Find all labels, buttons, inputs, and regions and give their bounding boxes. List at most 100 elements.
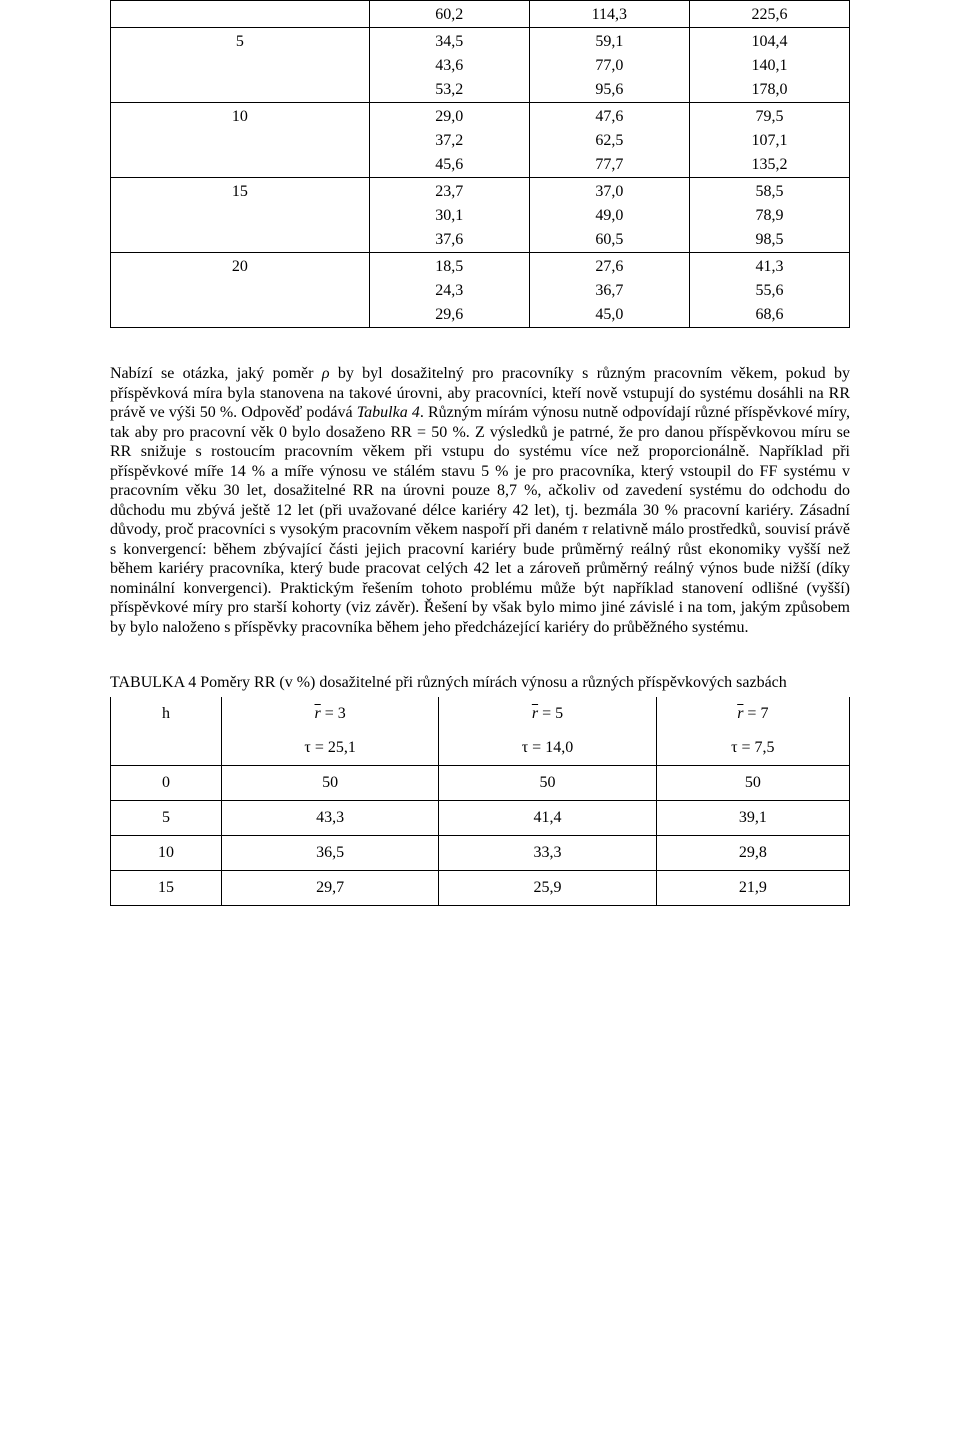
table4-header-row: hr = 3r = 5r = 7 — [111, 697, 850, 731]
cell: 79,5107,1135,2 — [689, 103, 849, 178]
table-ref: Tabulka 4 — [357, 404, 420, 421]
table-row: 1036,533,329,8 — [111, 835, 850, 870]
cell-value: 18,5 — [380, 255, 519, 279]
text: . Různým mírám výnosu nutně odpovídají r… — [110, 404, 850, 538]
row-label: 15 — [111, 178, 370, 253]
cell-value: 60,5 — [540, 228, 679, 252]
cell-value: 45,0 — [540, 303, 679, 327]
cell: 27,636,745,0 — [529, 253, 689, 328]
table-row: 2018,524,329,627,636,745,041,355,668,6 — [111, 253, 850, 328]
cell-value: 27,6 — [540, 255, 679, 279]
cell-h: 0 — [111, 765, 222, 800]
cell-value: 45,6 — [380, 153, 519, 177]
rho-symbol: ρ — [322, 365, 330, 382]
cell-value: 43,3 — [221, 800, 438, 835]
col-r-header: r = 7 — [656, 697, 849, 731]
cell: 60,2 — [369, 1, 529, 28]
row-label — [111, 1, 370, 28]
cell: 59,177,095,6 — [529, 28, 689, 103]
cell-value: 104,4 — [700, 30, 839, 54]
cell-value: 50 — [221, 765, 438, 800]
cell: 225,6 — [689, 1, 849, 28]
cell: 34,543,653,2 — [369, 28, 529, 103]
cell-value: 24,3 — [380, 279, 519, 303]
cell-value: 41,4 — [439, 800, 656, 835]
cell-value: 23,7 — [380, 180, 519, 204]
cell-value: 37,6 — [380, 228, 519, 252]
cell-value: 43,6 — [380, 54, 519, 78]
cell-value: 21,9 — [656, 870, 849, 905]
cell-value: 29,8 — [656, 835, 849, 870]
col-r-header: r = 5 — [439, 697, 656, 731]
col-h-label: h — [111, 697, 222, 731]
cell-value: 53,2 — [380, 78, 519, 102]
cell-value: 78,9 — [700, 204, 839, 228]
cell-value: 36,5 — [221, 835, 438, 870]
cell-value: 29,0 — [380, 105, 519, 129]
row-label: 20 — [111, 253, 370, 328]
cell: 114,3 — [529, 1, 689, 28]
table-row: 1529,725,921,9 — [111, 870, 850, 905]
cell-value: 77,0 — [540, 54, 679, 78]
cell: 29,037,245,6 — [369, 103, 529, 178]
cell-value: 140,1 — [700, 54, 839, 78]
cell-value: 34,5 — [380, 30, 519, 54]
cell-value: 107,1 — [700, 129, 839, 153]
table-row: 534,543,653,259,177,095,6104,4140,1178,0 — [111, 28, 850, 103]
text: Nabízí se otázka, jaký poměr — [110, 365, 322, 382]
cell: 37,049,060,5 — [529, 178, 689, 253]
table4-caption: TABULKA 4 Poměry RR (v %) dosažitelné př… — [110, 673, 850, 693]
cell: 58,578,998,5 — [689, 178, 849, 253]
cell-value: 36,7 — [540, 279, 679, 303]
cell-value: 55,6 — [700, 279, 839, 303]
cell-value: 68,6 — [700, 303, 839, 327]
col-h-label-blank — [111, 731, 222, 766]
cell: 23,730,137,6 — [369, 178, 529, 253]
cell-value: 59,1 — [540, 30, 679, 54]
cell-value: 37,0 — [540, 180, 679, 204]
row-label: 5 — [111, 28, 370, 103]
table4-header-row: τ = 25,1τ = 14,0τ = 7,5 — [111, 731, 850, 766]
cell-value: 178,0 — [700, 78, 839, 102]
cell-value: 41,3 — [700, 255, 839, 279]
text: relativně málo prostředků, souvisí právě… — [110, 521, 850, 636]
cell: 18,524,329,6 — [369, 253, 529, 328]
cell-value: 114,3 — [540, 3, 679, 27]
table4: hr = 3r = 5r = 7 τ = 25,1τ = 14,0τ = 7,5… — [110, 697, 850, 906]
cell-h: 10 — [111, 835, 222, 870]
body-paragraph: Nabízí se otázka, jaký poměr ρ by byl do… — [110, 364, 850, 637]
table-row: 60,2 114,3 225,6 — [111, 1, 850, 28]
cell-h: 5 — [111, 800, 222, 835]
cell-value: 225,6 — [700, 3, 839, 27]
cell-value: 95,6 — [540, 78, 679, 102]
cell-value: 50 — [439, 765, 656, 800]
cell-value: 37,2 — [380, 129, 519, 153]
cell-value: 60,2 — [380, 3, 519, 27]
table-row: 1029,037,245,647,662,577,779,5107,1135,2 — [111, 103, 850, 178]
cell-value: 29,6 — [380, 303, 519, 327]
col-tau-header: τ = 25,1 — [221, 731, 438, 766]
cell: 104,4140,1178,0 — [689, 28, 849, 103]
table-row: 543,341,439,1 — [111, 800, 850, 835]
cell-value: 98,5 — [700, 228, 839, 252]
table-row: 1523,730,137,637,049,060,558,578,998,5 — [111, 178, 850, 253]
cell-value: 62,5 — [540, 129, 679, 153]
cell: 47,662,577,7 — [529, 103, 689, 178]
cell-value: 135,2 — [700, 153, 839, 177]
cell-value: 58,5 — [700, 180, 839, 204]
cell-value: 30,1 — [380, 204, 519, 228]
cell-h: 15 — [111, 870, 222, 905]
row-label: 10 — [111, 103, 370, 178]
cell-value: 25,9 — [439, 870, 656, 905]
table-row: 0505050 — [111, 765, 850, 800]
table-top: 60,2114,3225,6534,543,653,259,177,095,61… — [110, 0, 850, 328]
col-tau-header: τ = 14,0 — [439, 731, 656, 766]
cell-value: 33,3 — [439, 835, 656, 870]
cell-value: 77,7 — [540, 153, 679, 177]
cell-value: 29,7 — [221, 870, 438, 905]
col-r-header: r = 3 — [221, 697, 438, 731]
cell-value: 49,0 — [540, 204, 679, 228]
cell-value: 47,6 — [540, 105, 679, 129]
cell-value: 39,1 — [656, 800, 849, 835]
cell: 41,355,668,6 — [689, 253, 849, 328]
